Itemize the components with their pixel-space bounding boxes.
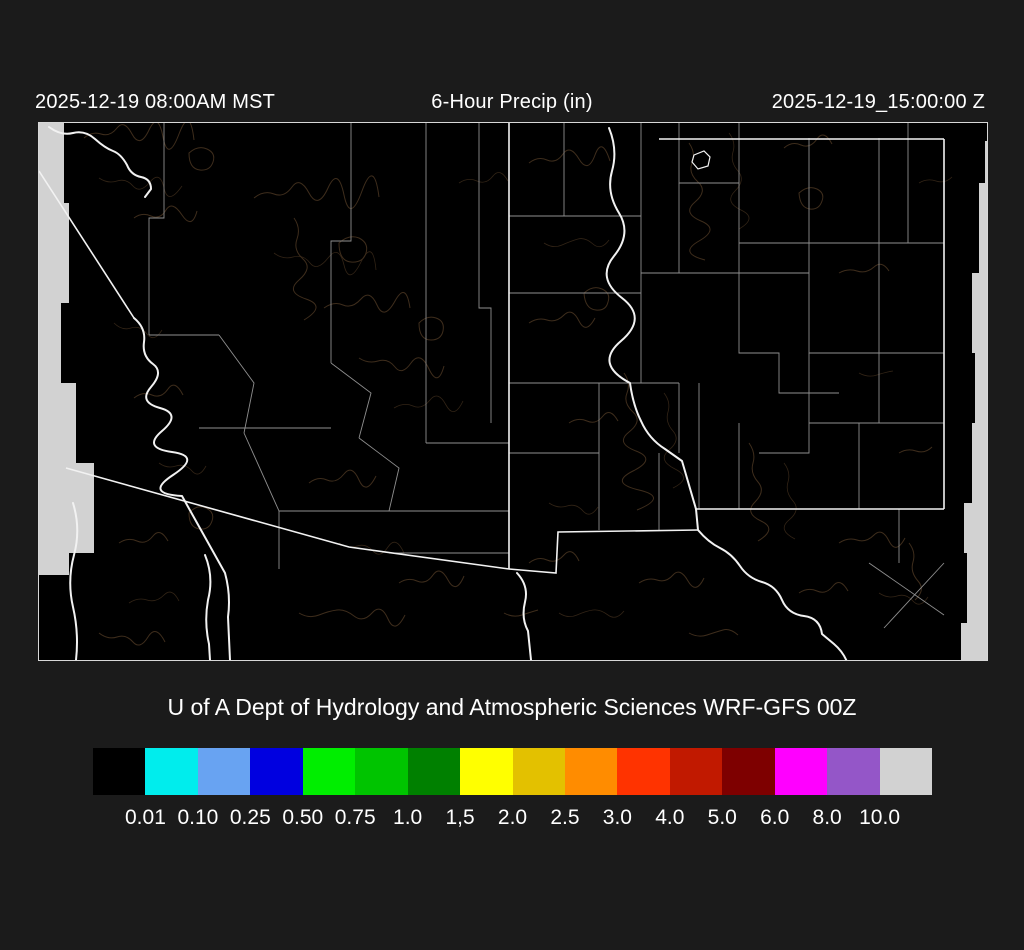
rio-grande-upper [605, 127, 697, 510]
colorado-river-headwater [48, 126, 152, 198]
colorbar-swatch [250, 748, 303, 795]
white-contour-feature [691, 150, 711, 170]
colorbar-swatch [355, 748, 408, 795]
colorbar-tick-label: 2.0 [497, 806, 528, 829]
colorbar-tick-label: 4.0 [655, 806, 685, 829]
colorbar-swatch [512, 748, 565, 795]
colorbar-tick-label: 1,5 [445, 806, 475, 829]
colorbar-tick-label: 0.01 [125, 806, 166, 829]
colorbar-swatch [774, 748, 828, 795]
colorbar-swatch [669, 748, 723, 795]
river-sonora-mid [204, 554, 212, 660]
colorbar-swatch [722, 748, 775, 795]
colorbar-tick-label: 10.0 [859, 806, 900, 829]
valid-time-utc: 2025-12-19_15:00:00 Z [771, 91, 985, 113]
rio-grande-lower [695, 508, 848, 660]
colorbar-tick-label: 6.0 [760, 806, 790, 829]
state-borders [39, 123, 945, 574]
colorado-river [133, 317, 231, 660]
colorbar-swatch [617, 748, 670, 795]
colorbar-swatch [197, 748, 251, 795]
valid-time-local: 2025-12-19 08:00AM MST [35, 91, 276, 113]
colorbar-tick-label: 0.25 [229, 806, 271, 829]
colorbar-tick-label: 5.0 [707, 806, 737, 829]
colorbar-tick-label: 2.5 [550, 806, 580, 829]
credit-line: U of A Dept of Hydrology and Atmospheric… [167, 694, 857, 720]
terrain-contours [83, 123, 953, 646]
weather-map [38, 122, 988, 661]
colorbar-swatch [564, 748, 618, 795]
san-pedro-river [516, 572, 532, 660]
colorbar-tick-label: 0.50 [282, 806, 324, 829]
rivers [48, 126, 848, 660]
colorbar-tick-label: 1.0 [393, 806, 423, 829]
colorbar-swatch [879, 748, 932, 795]
outside-domain-west [39, 123, 94, 575]
colorbar-swatch [827, 748, 880, 795]
colorbar-tick-label: 8.0 [812, 806, 842, 829]
map-title: 6-Hour Precip (in) [431, 91, 593, 113]
colorbar-ticks: 0.01 0.10 0.25 0.50 0.75 1.0 1,5 2.0 2.5 3.0 4.0 5.… [93, 806, 932, 834]
river-sonora-west [69, 502, 79, 660]
colorbar-tick-label: 0.75 [334, 806, 376, 829]
outside-domain-east [961, 141, 987, 660]
colorbar-swatch [460, 748, 513, 795]
colorbar-swatch [407, 748, 461, 795]
colorbar-swatch [145, 748, 198, 795]
colorbar-tick-label: 0.10 [177, 806, 219, 829]
colorbar-tick-label: 3.0 [602, 806, 632, 829]
colorbar-swatch [93, 748, 146, 795]
county-borders [148, 123, 945, 629]
map-canvas [39, 123, 987, 660]
colorbar [93, 748, 932, 795]
colorbar-swatch [302, 748, 356, 795]
